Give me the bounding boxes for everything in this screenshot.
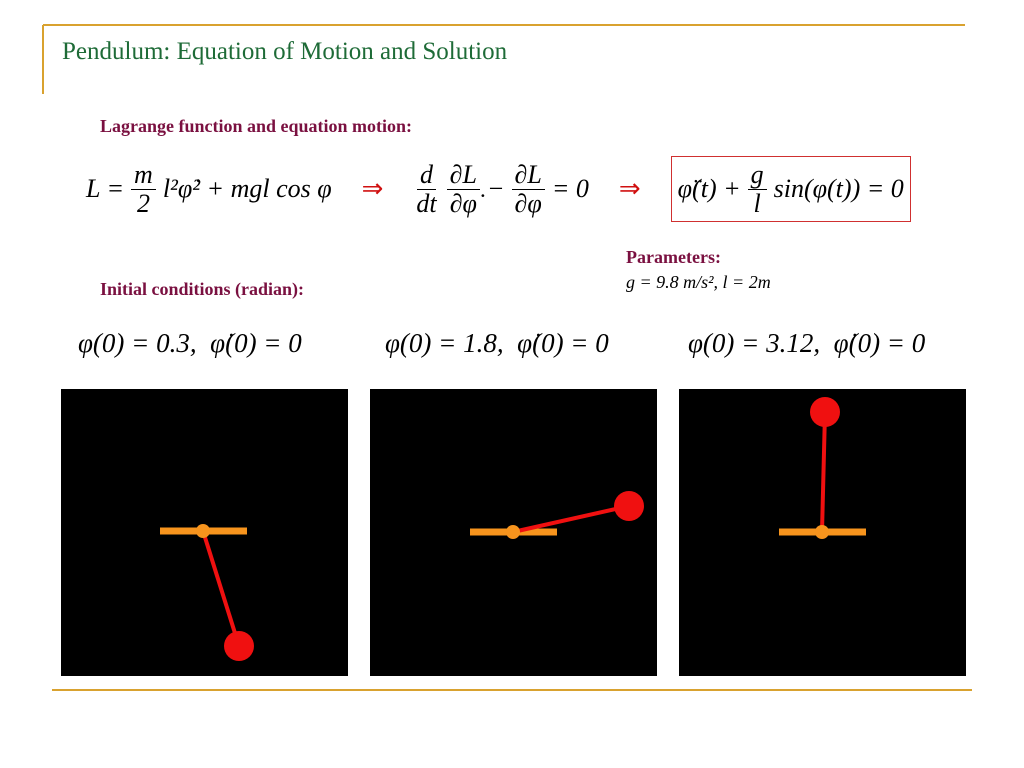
initial-condition: φ(0) = 0.3, φ̇(0) = 0 [78,328,302,358]
equation-text: ⇒ [361,174,384,203]
title: Pendulum: Equation of Motion and Solutio… [62,38,508,65]
parameters-heading: Parameters: [626,247,721,267]
pendulum-panel [370,389,657,676]
fraction: ∂L ∂φ̇ [446,161,480,218]
equation-text: φ̈(t) + [677,174,741,203]
equation-text: = 0 [551,174,589,203]
fraction: ∂L ∂φ [511,161,545,218]
equation-text: sin(φ(t)) = 0 [773,174,904,203]
numerator: g [747,161,767,190]
equation-text: ⇒ [618,174,641,203]
equation: d dt ∂L ∂φ̇ − ∂L ∂φ = 0 [413,161,588,217]
denominator: l [753,188,761,218]
equation-text: − [486,174,505,203]
section-heading: Initial conditions (radian): [100,279,305,299]
denominator: ∂φ̇ [449,188,477,218]
denominator: ∂φ [514,188,542,218]
section-heading: Lagrange function and equation motion: [100,116,413,136]
numerator: d [417,161,437,190]
parameters: g = 9.8 m/s², l = 2m [626,272,771,292]
pendulum-panel [679,389,966,676]
pendulum-panel [61,389,348,676]
equation: L = m 2 l²φ̇² + mgl cos φ [86,161,332,217]
equation-text: L = [86,174,125,203]
numerator: ∂L [511,161,545,190]
equation-row: L = m 2 l²φ̇² + mgl cos φ ⇒ d dt ∂L ∂φ̇ − ∂L ∂φ = 0 ⇒… [86,150,911,228]
fraction: d dt [416,161,436,217]
equation: φ̈(t) + g l sin(φ(t)) = 0 [670,156,911,222]
equation-text: l²φ̇² + mgl cos φ [162,174,332,203]
numerator: m [131,161,156,190]
implies-arrow: ⇒ [619,174,641,204]
denominator: dt [416,188,437,218]
initial-condition: φ(0) = 3.12, φ̇(0) = 0 [688,328,926,358]
implies-arrow: ⇒ [362,174,384,204]
denominator: 2 [136,188,150,218]
numerator: ∂L [446,161,480,190]
initial-condition: φ(0) = 1.8, φ̇(0) = 0 [385,328,609,358]
